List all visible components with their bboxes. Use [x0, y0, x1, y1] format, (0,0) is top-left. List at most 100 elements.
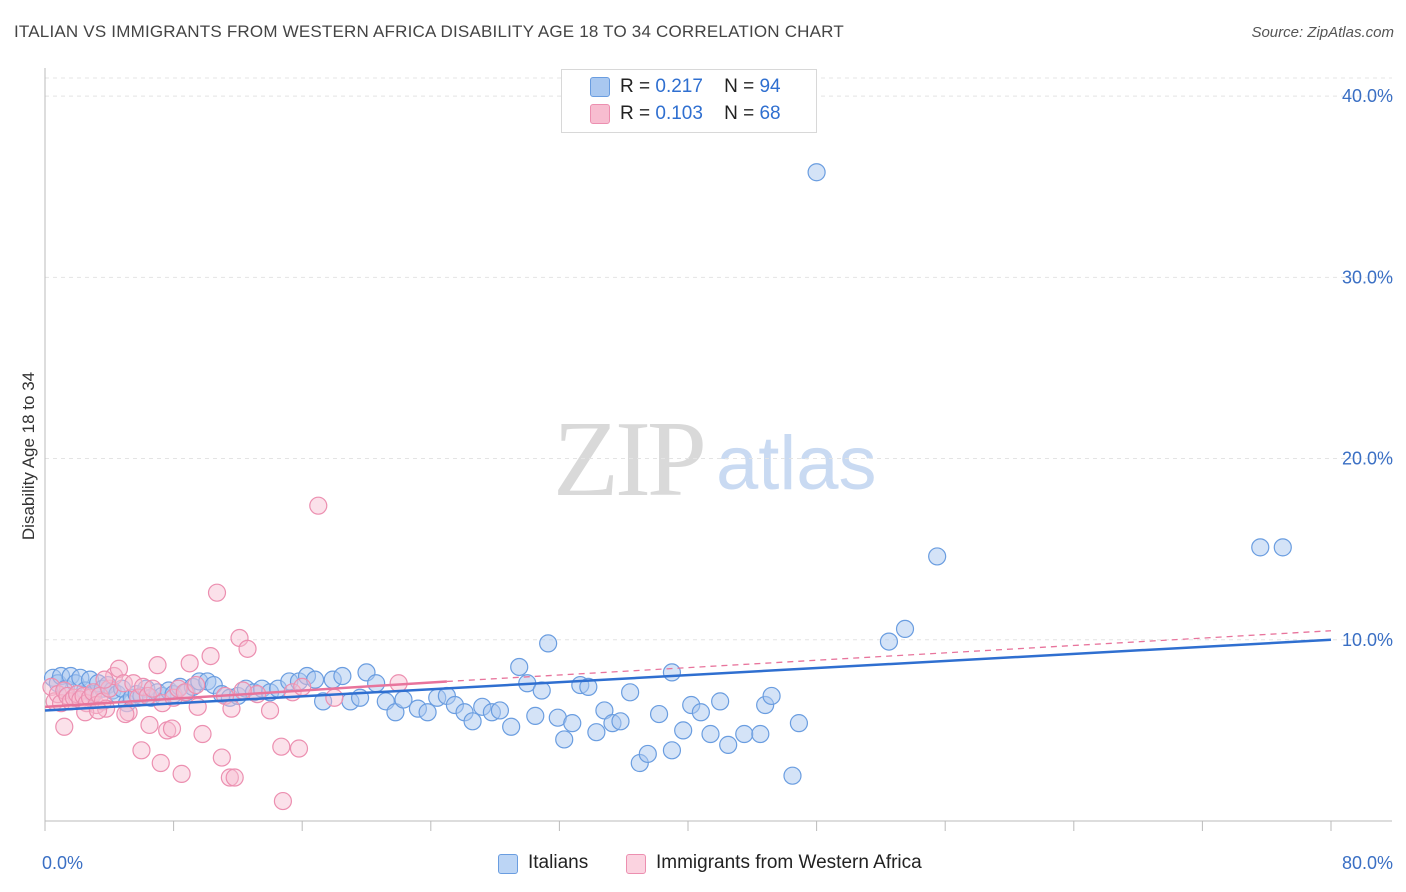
data-point-italians [662, 741, 682, 760]
data-point-immigrants [148, 656, 167, 675]
source-label: Source: ZipAtlas.com [1251, 24, 1394, 41]
data-point-immigrants [119, 703, 138, 722]
legend-n-label: N = [724, 76, 755, 97]
data-point-italians [313, 692, 333, 711]
data-point-italians [490, 701, 510, 720]
data-point-immigrants [225, 768, 244, 787]
series-immigrants-western-africa [42, 496, 408, 811]
data-point-immigrants [212, 748, 231, 767]
data-point-immigrants [143, 679, 162, 698]
data-point-italians [1273, 538, 1292, 557]
legend-r-value: 0.217 [655, 76, 703, 97]
legend-n-value: 94 [759, 76, 781, 97]
x-tick-label: 0.0% [42, 853, 83, 873]
data-point-italians [789, 714, 809, 733]
data-point-italians [735, 724, 754, 744]
data-point-immigrants [260, 701, 280, 720]
data-point-italians [463, 712, 482, 731]
series-italians [43, 163, 1292, 785]
trend-line-immigrants [44, 680, 447, 709]
data-point-immigrants [207, 583, 227, 602]
data-point-immigrants [124, 674, 143, 693]
legend-row-immigrants: R = 0.103 N = 68 [620, 103, 781, 125]
legend-r-label: R = [620, 76, 651, 97]
data-point-immigrants [95, 670, 114, 689]
legend-r-value: 0.103 [655, 103, 703, 124]
bottom-legend-swatch-immigrants [626, 854, 646, 874]
data-point-italians [674, 721, 693, 740]
data-point-immigrants [140, 715, 159, 735]
y-tick-label: 40.0% [1342, 86, 1393, 106]
data-point-italians [807, 163, 826, 182]
data-point-italians [579, 677, 598, 696]
data-point-italians [333, 666, 352, 686]
data-point-italians [711, 692, 730, 711]
data-point-immigrants [114, 674, 133, 693]
trend-lines [44, 630, 1332, 712]
data-point-immigrants [238, 639, 257, 658]
correlation-legend: R = 0.217 N = 94 R = 0.103 N = 68 [561, 69, 817, 133]
bottom-legend-italians: Italians [528, 852, 589, 873]
legend-n-label: N = [724, 103, 755, 124]
data-point-immigrants [193, 724, 212, 744]
data-point-italians [502, 717, 521, 736]
legend-row-italians: R = 0.217 N = 94 [620, 76, 781, 98]
data-point-immigrants [289, 739, 309, 758]
data-point-italians [638, 744, 657, 764]
data-point-immigrants [109, 659, 129, 678]
data-point-immigrants [187, 675, 206, 695]
data-point-immigrants [201, 646, 220, 666]
data-point-italians [418, 703, 437, 722]
legend-n-value: 68 [759, 103, 781, 124]
data-point-immigrants [233, 681, 252, 700]
data-point-italians [563, 714, 582, 733]
data-point-immigrants [273, 791, 293, 811]
data-point-italians [587, 723, 606, 742]
data-point-italians [751, 724, 770, 744]
data-point-immigrants [132, 741, 151, 760]
data-point-italians [928, 547, 947, 566]
data-point-immigrants [293, 677, 312, 696]
watermark-atlas: atlas [716, 421, 877, 506]
watermark-zip: ZIP [553, 400, 707, 519]
data-point-immigrants [220, 768, 239, 787]
data-point-immigrants [272, 737, 291, 756]
data-point-immigrants [172, 764, 191, 783]
data-point-italians [783, 766, 802, 785]
legend-r-label: R = [620, 103, 651, 124]
data-point-italians [555, 730, 574, 749]
data-point-italians [895, 619, 915, 639]
legend-swatch-immigrants [590, 104, 610, 124]
data-point-italians [539, 634, 558, 653]
x-tick-label: 80.0% [1342, 853, 1393, 873]
chart-title: ITALIAN VS IMMIGRANTS FROM WESTERN AFRIC… [14, 22, 844, 41]
y-tick-label: 10.0% [1342, 630, 1393, 650]
data-point-italians [762, 686, 781, 706]
data-point-italians [691, 703, 710, 722]
legend-swatch-italians [590, 77, 610, 97]
y-axis-title: Disability Age 18 to 34 [19, 372, 38, 540]
data-point-immigrants [55, 717, 74, 736]
data-point-immigrants [309, 496, 328, 515]
trend-line-immigrants-extension [446, 630, 1332, 683]
data-point-italians [510, 657, 529, 677]
data-point-immigrants [180, 654, 199, 673]
data-point-immigrants [151, 753, 170, 773]
trend-line-italians [44, 638, 1332, 712]
data-point-italians [701, 724, 720, 744]
data-point-italians [611, 712, 630, 731]
data-point-italians [526, 706, 545, 725]
y-tick-label: 30.0% [1342, 267, 1393, 287]
data-point-immigrants [162, 719, 182, 738]
y-tick-label: 20.0% [1342, 449, 1393, 469]
data-point-italians [662, 663, 682, 682]
data-point-italians [879, 632, 899, 651]
axis-labels: 10.0% 20.0% 30.0% 40.0% 0.0% 80.0% Disability … [19, 86, 1393, 873]
grid [45, 77, 1392, 641]
data-point-italians [649, 704, 669, 724]
bottom-legend-immigrants: Immigrants from Western Africa [656, 852, 922, 873]
data-point-immigrants [116, 704, 135, 724]
data-point-italians [367, 674, 386, 693]
data-point-italians [1251, 538, 1270, 557]
